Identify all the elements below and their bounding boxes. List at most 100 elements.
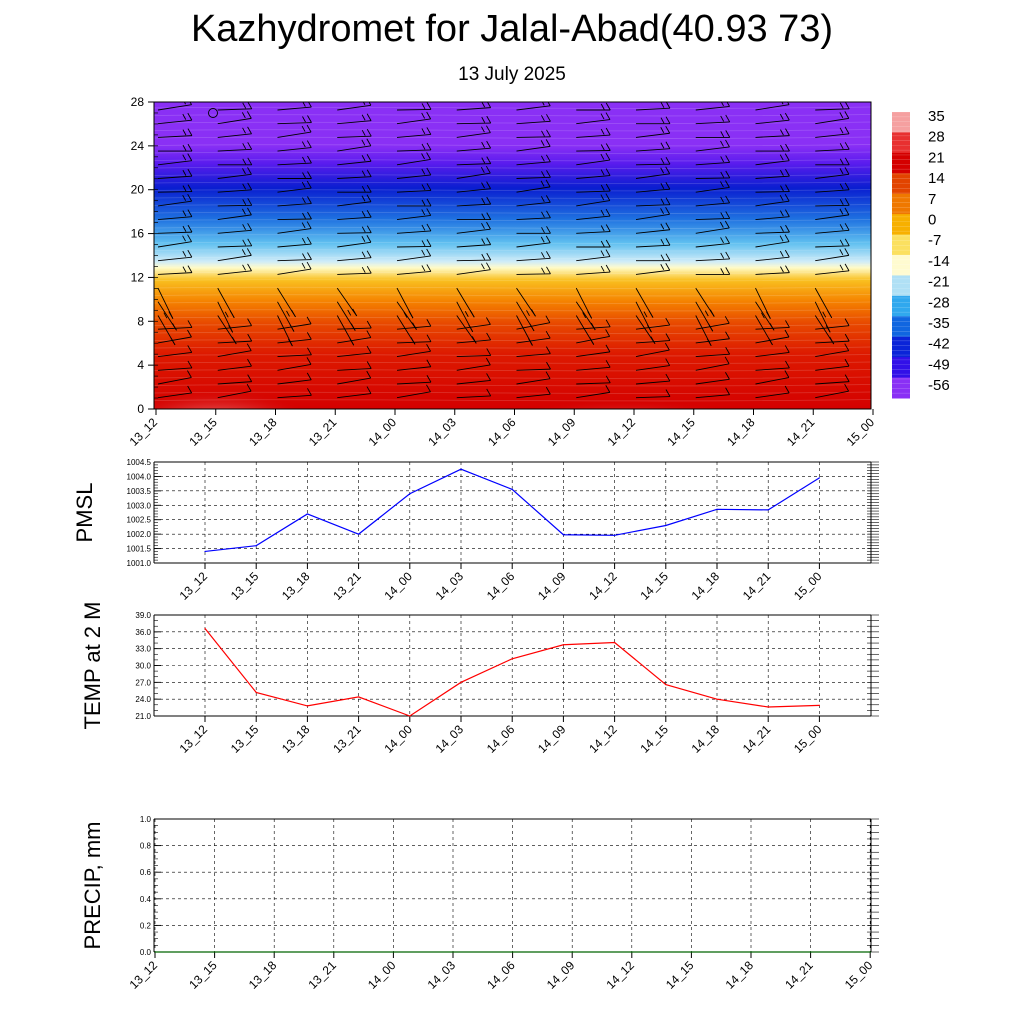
data-point [665, 524, 667, 527]
wind-barb [277, 155, 312, 166]
wind-barb [456, 181, 491, 193]
wind-barb [576, 224, 611, 234]
wind-barb [815, 111, 850, 125]
y-tick-label: 24.0 [135, 695, 151, 704]
x-tick-label: 14_09 [544, 958, 578, 992]
wind-barb [755, 370, 790, 385]
wind-barb [636, 253, 671, 262]
contour-line [154, 129, 871, 132]
x-tick-label: 13_18 [279, 569, 313, 603]
y-tick-label: 8 [137, 314, 144, 328]
wind-barb [815, 343, 850, 358]
wind-barb [157, 265, 193, 275]
x-tick-label: 14_03 [433, 722, 467, 756]
y-axis-label: PMSL [72, 483, 97, 543]
wind-barb [456, 237, 492, 248]
wind-barb [695, 211, 731, 221]
wind-barb [576, 183, 611, 193]
wind-barb [396, 248, 432, 262]
data-point [631, 951, 633, 953]
wind-barb [157, 345, 193, 358]
wind-barb [456, 262, 491, 275]
wind-barb [576, 319, 611, 330]
wind-barb [755, 143, 790, 152]
wind-barb [396, 111, 432, 125]
wind-barb [217, 111, 252, 125]
x-tick-label: 14_21 [784, 415, 818, 449]
wind-barb [337, 330, 372, 344]
wind-barb [635, 301, 652, 333]
y-tick-label: 21.0 [135, 712, 151, 721]
wind-barb [337, 345, 372, 358]
wind-barb [396, 208, 432, 221]
wind-barb [337, 210, 372, 221]
calm-wind-marker [208, 108, 218, 118]
x-tick-label: 14_03 [425, 415, 459, 449]
wind-barb [337, 250, 372, 262]
y-tick-label: 33.0 [135, 645, 151, 654]
wind-barb [695, 267, 731, 275]
x-tick-label: 14_06 [484, 958, 518, 992]
wind-barb [695, 155, 731, 166]
data-point [869, 951, 871, 953]
contour-line [154, 174, 871, 177]
wind-barb [576, 208, 611, 221]
x-tick-label: 14_18 [724, 415, 758, 449]
wind-barb [157, 193, 193, 207]
wind-barb [695, 139, 730, 152]
wind-barb [815, 167, 850, 179]
x-tick-label: 14_18 [723, 958, 757, 992]
data-point [818, 704, 821, 706]
vertical-cross-section: 0 4 8 12 16 20 24 28 13_12 13_15 13_18 13_21 14_00 14… [127, 95, 878, 449]
wind-barb [337, 113, 372, 125]
wind-barb [217, 223, 253, 234]
colorbar-segment [892, 255, 910, 276]
wind-barb [217, 167, 252, 179]
wind-barb [337, 235, 372, 248]
y-tick-label: 36.0 [135, 628, 151, 637]
x-tick-label: 14_12 [605, 415, 639, 449]
wind-barb [277, 315, 293, 347]
wind-barb [277, 124, 312, 138]
wind-barb [396, 142, 432, 152]
contour-line [154, 226, 871, 229]
wind-barb [755, 153, 790, 166]
wind-barb [157, 249, 193, 262]
wind-barb [814, 287, 833, 319]
wind-barb [396, 334, 432, 344]
wind-barb [576, 143, 611, 152]
contour-line [154, 151, 871, 154]
wind-barb [516, 266, 551, 275]
data-point [767, 706, 769, 708]
y-tick-label: 1004.0 [127, 472, 152, 481]
wind-barb [755, 320, 790, 330]
wind-barb [217, 301, 234, 333]
wind-barb [695, 331, 730, 344]
data-point [511, 951, 514, 953]
data-point [511, 488, 513, 491]
data-point [255, 691, 257, 694]
x-tick-label: 14_12 [603, 958, 637, 992]
temperature-field [154, 102, 871, 409]
wind-barb [635, 207, 670, 221]
warm-area-1 [154, 363, 310, 409]
y-tick-label: 1002.0 [127, 530, 152, 539]
wind-barb [576, 152, 611, 166]
data-point [690, 951, 693, 953]
wind-barb [815, 383, 850, 399]
x-tick-label: 14_03 [433, 569, 467, 603]
wind-barb [337, 169, 372, 179]
wind-barb [217, 333, 253, 344]
data-point [750, 951, 752, 953]
wind-barb [695, 372, 730, 385]
data-point [204, 627, 206, 630]
wind-barb [217, 287, 235, 319]
wind-barb [575, 287, 593, 319]
y-tick-label: 1.0 [140, 815, 152, 824]
wind-barb [635, 222, 671, 234]
wind-barb [755, 128, 790, 138]
colorbar-label: -42 [928, 336, 950, 353]
precipitation-chart: 0.0 0.2 0.4 0.6 0.8 1.0 13_12 13_15 13_18 13_21 14… [80, 815, 879, 992]
wind-barb [576, 360, 611, 371]
wind-barb [635, 287, 654, 318]
